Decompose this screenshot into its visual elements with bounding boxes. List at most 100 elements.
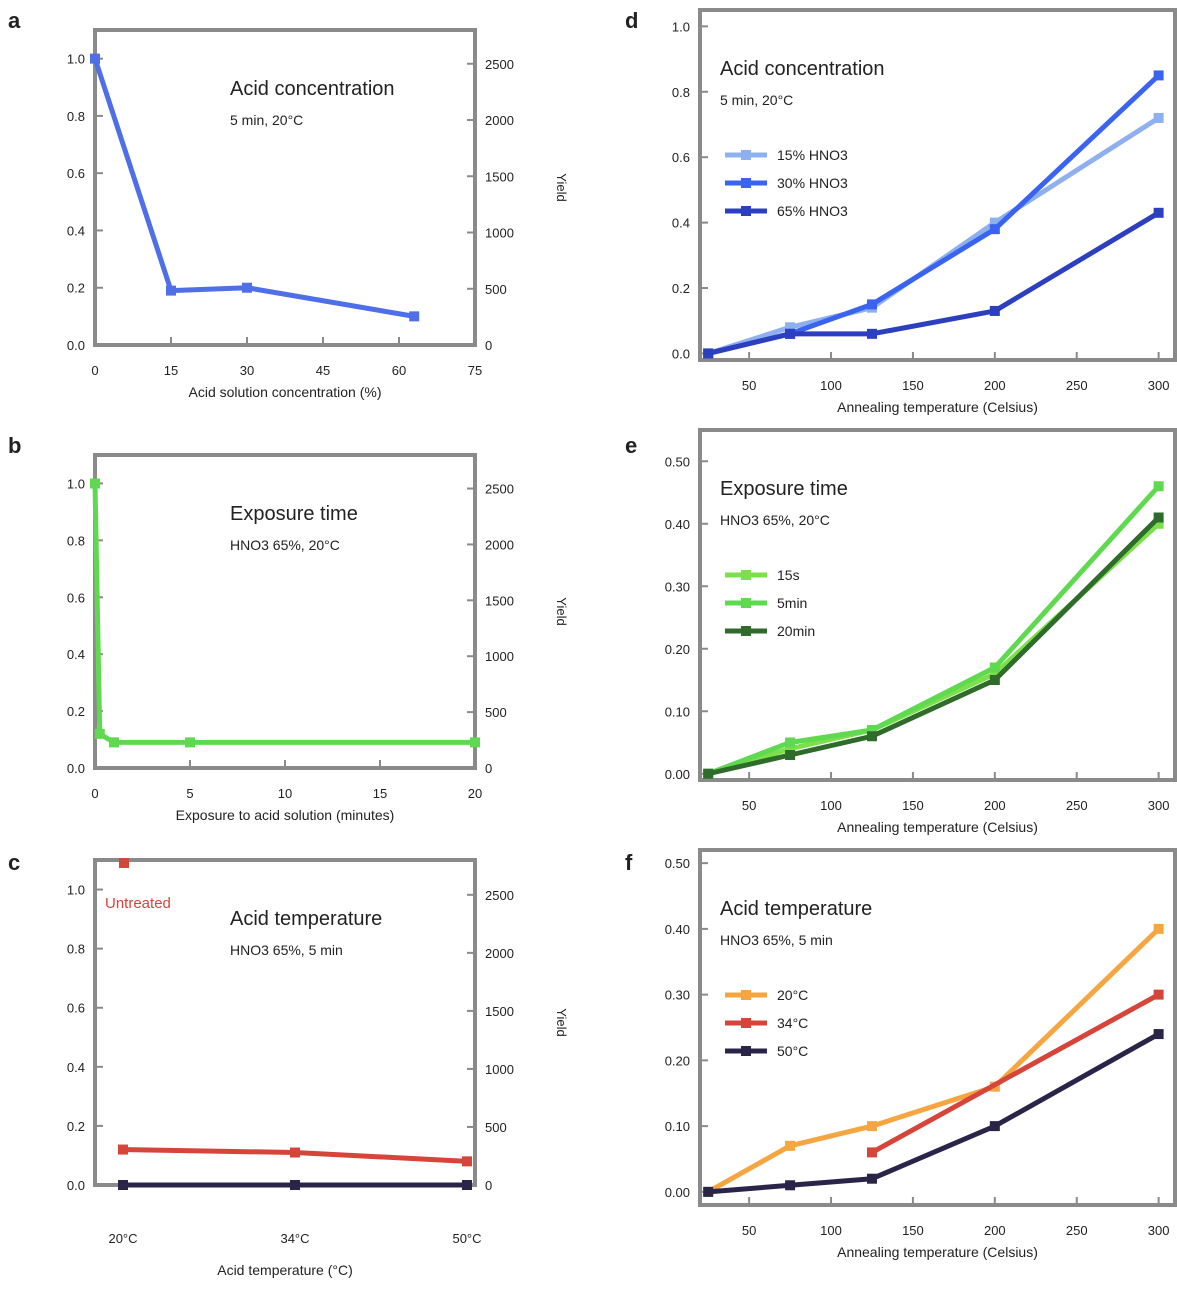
data-point: [785, 1140, 796, 1151]
legend-label: 50°C: [777, 1043, 808, 1059]
panel-f: f 0.00 0.10 0.20 0.30 0.40 0.50 50 100 150 200 250 3…: [625, 848, 1177, 1260]
annotation-subtitle: HNO3 65%, 5 min: [230, 942, 343, 958]
y-tick-label: 0.8: [67, 942, 85, 957]
y-right-tick-label: 0: [485, 338, 492, 353]
data-point: [118, 1144, 128, 1155]
y-tick-label: 0.8: [67, 109, 85, 124]
panel-letter: c: [8, 850, 20, 875]
data-point: [1153, 512, 1164, 523]
data-point: [290, 1147, 300, 1158]
data-point: [703, 768, 714, 779]
legend-marker: [741, 206, 751, 216]
panel-c: c 0.0 0.2 0.4 0.6 0.8 1.0 0 500 1000 1500 2000 2500 Y…: [8, 850, 569, 1278]
x-tick-label: 0: [91, 363, 98, 378]
y-tick-label: 0.00: [665, 767, 690, 782]
series-line: [707, 484, 1161, 777]
x-tick-label: 200: [984, 798, 1006, 813]
y-right-label: Yield: [554, 1008, 569, 1036]
data-point: [1153, 923, 1164, 934]
x-tick-label: 150: [902, 1223, 924, 1238]
legend-label: 15% HNO3: [777, 147, 848, 163]
y-tick-label: 0.0: [672, 346, 690, 361]
data-point: [470, 737, 480, 748]
y-tick-label: 1.0: [672, 19, 690, 34]
data-point: [703, 348, 714, 359]
y-tick-label: 0.00: [665, 1185, 690, 1200]
annotation-subtitle: 5 min, 20°C: [720, 92, 793, 108]
data-point: [785, 737, 796, 748]
x-tick-label: 45: [316, 363, 330, 378]
y-right-tick-label: 2500: [485, 888, 514, 903]
y-tick-label: 0.2: [67, 281, 85, 296]
data-point: [1153, 112, 1164, 123]
panel-letter: b: [8, 433, 21, 458]
x-tick-label: 15: [164, 363, 178, 378]
x-tick-label: 250: [1066, 798, 1088, 813]
panel-d: d 0.0 0.2 0.4 0.6 0.8 1.0 50 100 150 200 250 300 Anne…: [625, 8, 1177, 415]
y-right-tick-label: 2000: [485, 113, 514, 128]
plot-frame: [698, 8, 1177, 362]
data-point: [785, 322, 796, 333]
data-point: [785, 750, 796, 760]
series-line: [707, 515, 1161, 777]
data-point: [989, 668, 1000, 679]
x-tick-label: 50: [742, 378, 756, 393]
annotation-title: Acid temperature: [230, 908, 382, 930]
data-point: [866, 1121, 877, 1132]
y-right-tick-label: 1000: [485, 649, 514, 664]
x-axis-label: Acid temperature (°C): [217, 1262, 353, 1278]
y-right-tick-label: 500: [485, 1120, 507, 1135]
x-tick-label: 15: [373, 786, 387, 801]
y-tick-label: 0.30: [665, 988, 690, 1003]
y-tick-label: 0.40: [665, 517, 690, 532]
data-point: [989, 662, 1000, 673]
legend-label: 65% HNO3: [777, 203, 848, 219]
x-tick-label: 10: [278, 786, 292, 801]
y-tick-label: 0.10: [665, 704, 690, 719]
x-tick-label: 20: [468, 786, 482, 801]
legend-label: 5min: [777, 595, 807, 611]
data-point: [1153, 518, 1164, 529]
x-axis-label: Annealing temperature (Celsius): [837, 1244, 1038, 1260]
y-right-tick-label: 1500: [485, 1004, 514, 1019]
data-point: [242, 282, 252, 293]
y-tick-label: 0.6: [672, 150, 690, 165]
x-tick-label: 30: [240, 363, 254, 378]
panel-b: b 0.0 0.2 0.4 0.6 0.8 1.0 0 500 1000 1500 2000 2500 Y…: [8, 433, 569, 823]
annotation-title: Acid concentration: [230, 78, 395, 100]
data-point: [409, 311, 420, 322]
x-tick-label: 200: [984, 1223, 1006, 1238]
data-point: [866, 1147, 877, 1158]
data-point: [866, 328, 877, 339]
legend-marker: [741, 570, 751, 580]
x-axis-label: Annealing temperature (Celsius): [837, 819, 1038, 835]
y-right-tick-label: 2500: [485, 482, 514, 497]
x-tick-label: 150: [902, 378, 924, 393]
panel-letter: f: [625, 850, 633, 875]
y-right-tick-label: 500: [485, 705, 507, 720]
data-point: [989, 1121, 1000, 1132]
y-tick-label: 0.40: [665, 922, 690, 937]
plot-frame: [698, 428, 1177, 782]
y-tick-label: 0.6: [67, 166, 85, 181]
x-tick-label: 50: [742, 1223, 756, 1238]
x-tick-label: 200: [984, 378, 1006, 393]
annotation-title: Acid concentration: [720, 58, 885, 80]
y-tick-label: 0.8: [672, 85, 690, 100]
y-right-tick-label: 2500: [485, 57, 514, 72]
x-tick-label: 300: [1148, 1223, 1170, 1238]
y-right-tick-label: 2000: [485, 537, 514, 552]
y-tick-label: 0.30: [665, 579, 690, 594]
y-tick-label: 0.0: [67, 338, 85, 353]
y-tick-label: 0.4: [67, 1060, 85, 1075]
y-right-tick-label: 2000: [485, 946, 514, 961]
x-tick-label: 300: [1148, 798, 1170, 813]
legend-label: 20°C: [777, 987, 808, 1003]
x-tick-label: 0: [91, 786, 98, 801]
x-tick-label: 34°C: [280, 1231, 309, 1246]
series-line: [870, 992, 1160, 1155]
y-tick-label: 0.4: [67, 647, 85, 662]
legend-label: 30% HNO3: [777, 175, 848, 191]
